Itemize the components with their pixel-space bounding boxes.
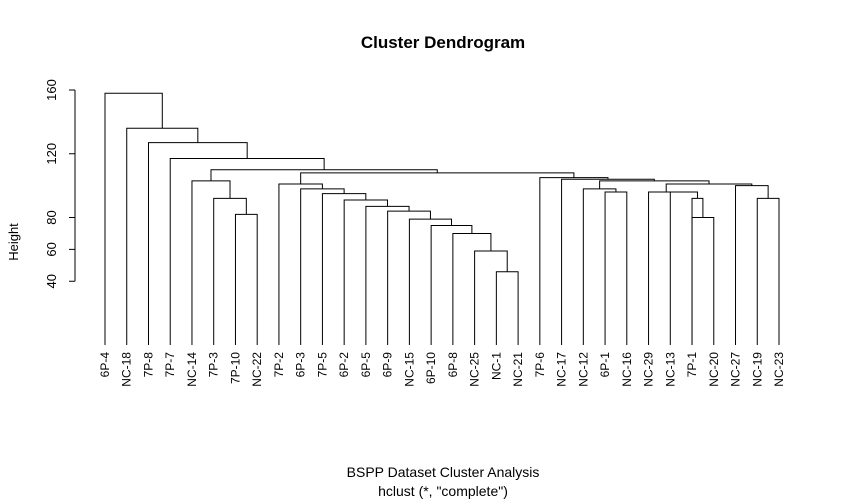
y-tick-label: 40 bbox=[44, 274, 59, 288]
leaf-label: NC-21 bbox=[511, 352, 525, 387]
hclust-subtitle: hclust (*, "complete") bbox=[378, 483, 508, 499]
dendrogram-link bbox=[210, 169, 438, 181]
leaf-label: 7P-8 bbox=[141, 352, 155, 378]
dendrogram-link bbox=[599, 180, 710, 189]
dendrogram-link bbox=[300, 172, 575, 185]
dendrogram-link bbox=[147, 142, 248, 345]
leaf-label: NC-27 bbox=[729, 352, 743, 387]
dendrogram-link bbox=[104, 92, 163, 345]
dendrogram-link bbox=[234, 213, 258, 345]
leaf-label: NC-14 bbox=[185, 352, 199, 387]
leaf-label: 7P-6 bbox=[533, 352, 547, 378]
leaf-label: 7P-2 bbox=[272, 352, 286, 378]
y-axis-ticks: 40 60 80 120 160 bbox=[44, 79, 75, 288]
leaf-label: 7P-1 bbox=[685, 352, 699, 378]
leaf-label: NC-15 bbox=[402, 352, 416, 387]
leaf-label: NC-20 bbox=[707, 352, 721, 387]
dendrogram-link bbox=[300, 188, 345, 345]
leaf-label: NC-1 bbox=[489, 352, 503, 380]
leaf-label: NC-12 bbox=[576, 352, 590, 387]
leaf-label: NC-18 bbox=[120, 352, 134, 387]
leaf-label: 6P-3 bbox=[294, 352, 308, 378]
dendrogram-link bbox=[343, 199, 388, 345]
leaf-label: NC-23 bbox=[772, 352, 786, 387]
dendrogram-link bbox=[669, 191, 698, 345]
dendrogram-link bbox=[582, 188, 617, 345]
chart-title: Cluster Dendrogram bbox=[361, 33, 525, 52]
y-tick-label: 80 bbox=[44, 210, 59, 224]
y-axis-label: Height bbox=[6, 223, 21, 261]
leaf-label: 6P-10 bbox=[424, 352, 438, 384]
dendrogram-link bbox=[213, 197, 247, 345]
dendrogram-link bbox=[365, 205, 410, 345]
leaf-label: NC-17 bbox=[555, 352, 569, 387]
dendrogram-link bbox=[561, 178, 655, 345]
dendrogram-link bbox=[604, 191, 628, 345]
leaf-label: 6P-5 bbox=[359, 352, 373, 378]
dendrogram-link bbox=[408, 218, 453, 345]
dendrogram-link bbox=[474, 250, 508, 345]
dendrogram-link bbox=[126, 127, 199, 345]
leaf-label: 6P-1 bbox=[598, 352, 612, 378]
leaf-label: NC-19 bbox=[750, 352, 764, 387]
dendrogram-link bbox=[648, 191, 684, 345]
dendrogram-link bbox=[321, 193, 367, 345]
leaf-label: 6P-9 bbox=[381, 352, 395, 378]
dendrogram-link bbox=[735, 185, 769, 345]
leaf-label: NC-29 bbox=[642, 352, 656, 387]
leaf-label: 7P-7 bbox=[163, 352, 177, 378]
leaf-labels: 6P-4 NC-18 7P-8 7P-7 NC-14 7P-3 7P-10 NC-22 7P-2… bbox=[98, 352, 786, 387]
x-axis-label: BSPP Dataset Cluster Analysis bbox=[347, 464, 540, 480]
y-tick-label: 120 bbox=[44, 143, 59, 165]
leaf-label: NC-16 bbox=[620, 352, 634, 387]
dendrogram-link bbox=[539, 177, 609, 345]
leaf-label: 6P-4 bbox=[98, 352, 112, 378]
leaf-label: 7P-5 bbox=[315, 352, 329, 378]
dendrogram-link bbox=[691, 197, 704, 345]
dendrogram-link bbox=[495, 271, 519, 345]
y-tick-label: 160 bbox=[44, 79, 59, 101]
dendrogram-link bbox=[430, 224, 473, 345]
leaf-label: 7P-10 bbox=[228, 352, 242, 384]
dendrogram-link bbox=[691, 217, 715, 345]
dendrogram-link bbox=[452, 232, 492, 345]
leaf-label: NC-25 bbox=[468, 352, 482, 387]
y-tick-label: 60 bbox=[44, 242, 59, 256]
leaf-label: NC-22 bbox=[250, 352, 264, 387]
leaf-label: 6P-8 bbox=[446, 352, 460, 378]
dendrogram-link bbox=[756, 197, 780, 345]
dendrogram-links bbox=[104, 92, 780, 345]
leaf-label: NC-13 bbox=[663, 352, 677, 387]
dendrogram-link bbox=[191, 180, 231, 345]
leaf-label: 6P-2 bbox=[337, 352, 351, 378]
leaf-label: 7P-3 bbox=[207, 352, 221, 378]
